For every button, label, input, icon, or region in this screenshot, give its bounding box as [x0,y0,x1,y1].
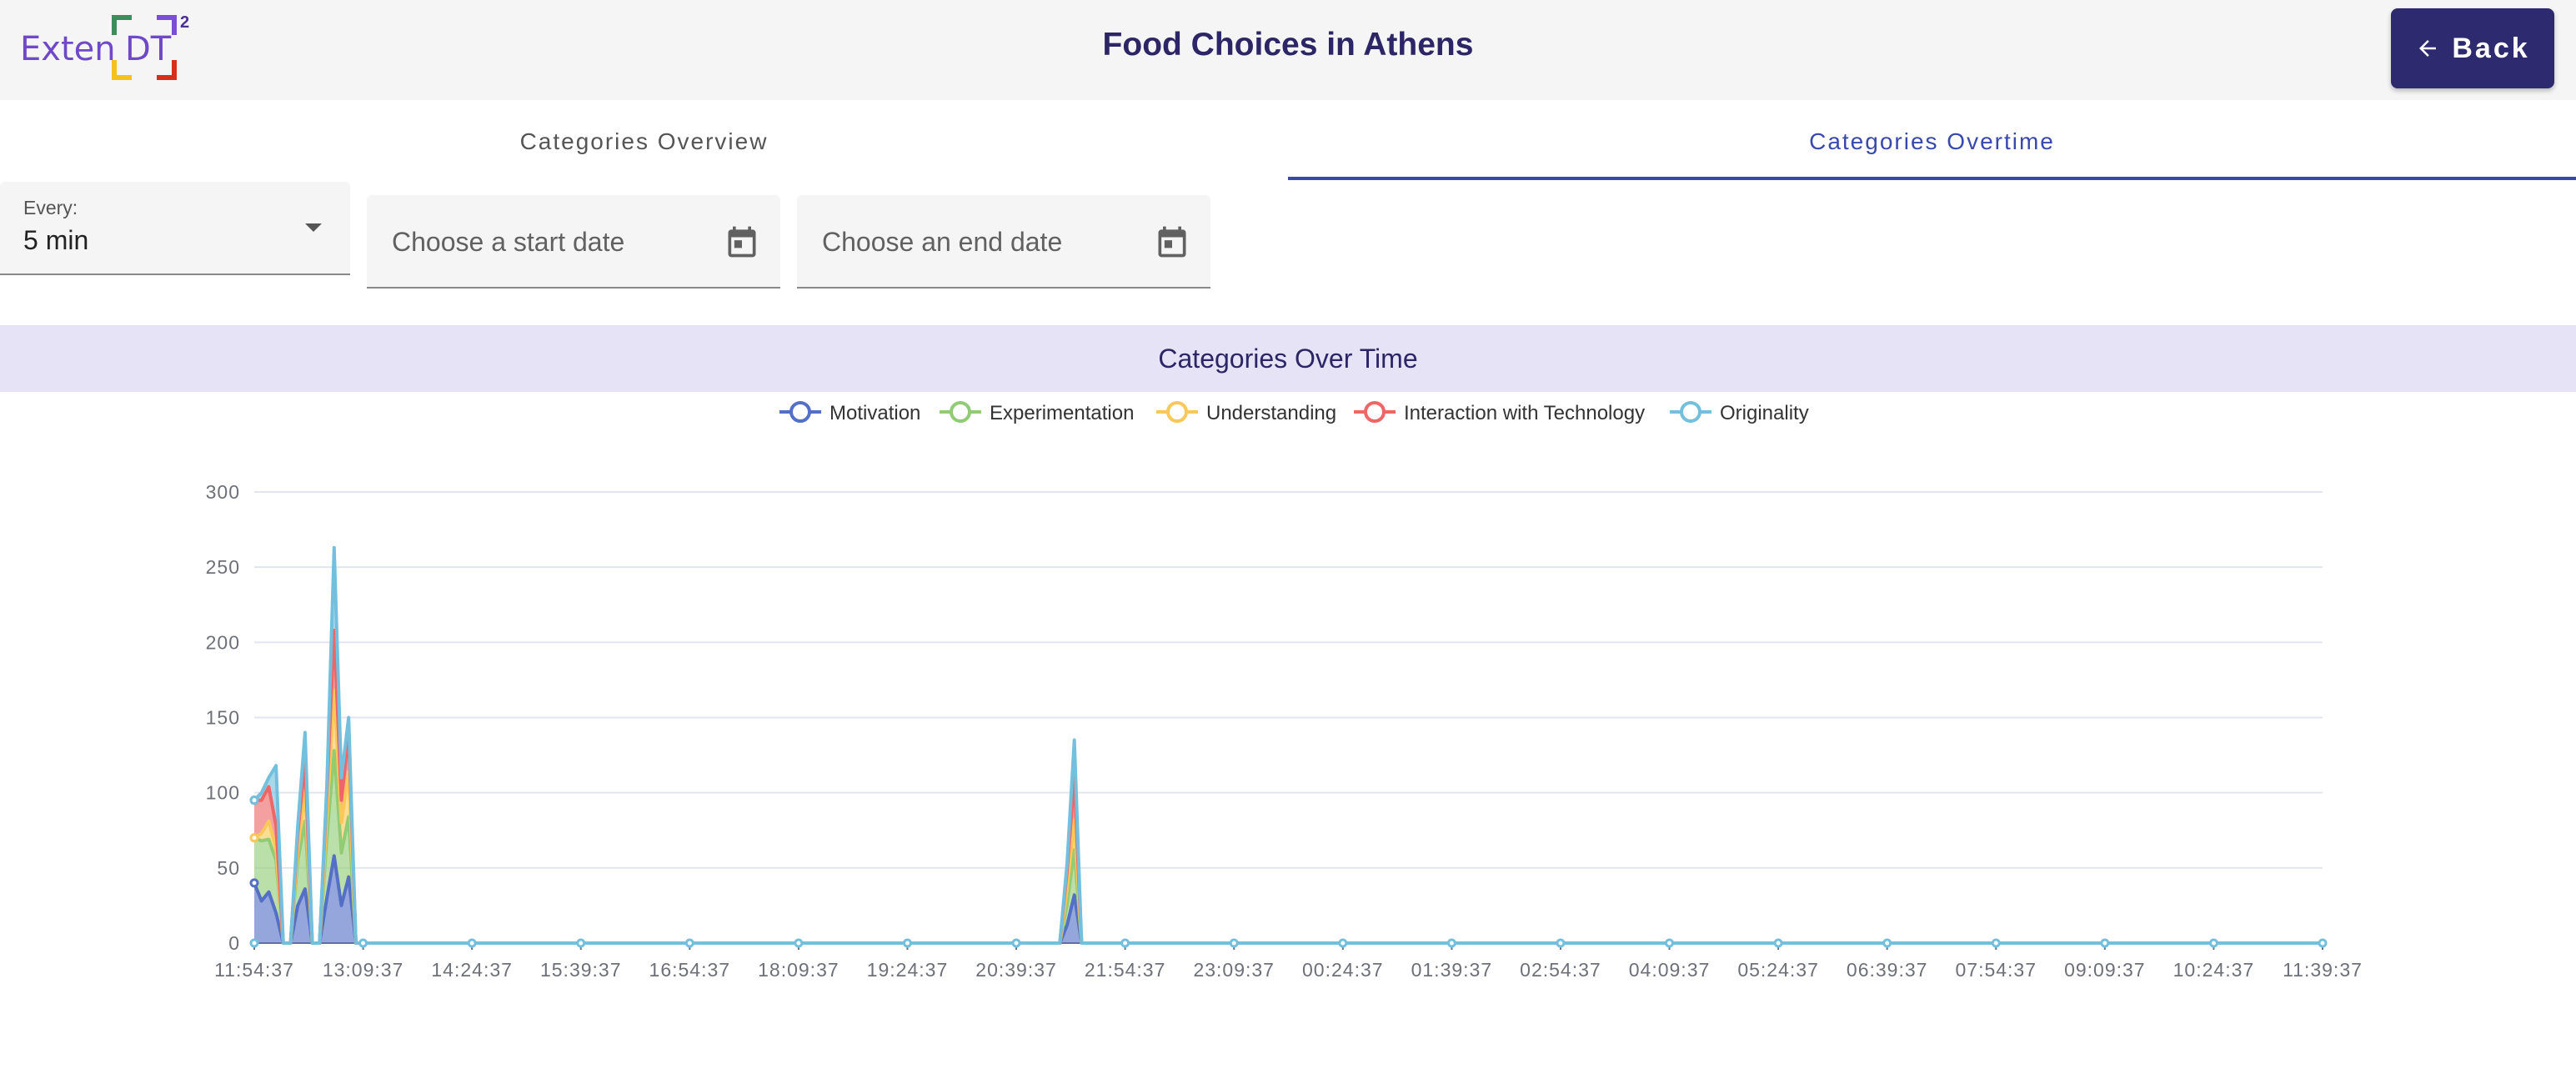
series-area [254,690,2323,943]
back-button-label: Back [2452,32,2530,64]
start-date-field[interactable] [367,195,780,289]
data-point [1991,938,2001,948]
categories-over-time-chart: 0 50 100 150 200 250 300 11:54:37 13:09:37 14:24:… [206,401,2363,981]
x-tick-label: 16:54:37 [649,959,731,981]
interval-select[interactable]: Every: 5 min [0,182,350,275]
data-point [576,938,586,948]
data-point [1665,938,1675,948]
end-date-field[interactable] [797,195,1210,289]
data-point [358,938,368,948]
data-point [2100,938,2110,948]
y-tick-label: 150 [206,707,240,729]
x-tick-label: 02:54:37 [1520,959,1601,981]
x-tick-label: 07:54:37 [1955,959,2037,981]
legend-label: Motivation [829,402,920,424]
series-line [253,854,2323,945]
series-area [254,547,2323,943]
data-point [2318,938,2328,948]
interval-select-label: Every: [23,197,78,218]
legend-label: Experimentation [990,402,1134,424]
legend-marker [1680,401,1701,423]
x-tick-label: 19:24:37 [867,959,949,981]
y-tick-label: 0 [228,932,240,954]
end-date-input[interactable] [822,220,1139,263]
series-area [254,856,2323,943]
logo-corner-bottom-left [112,60,132,80]
series-line [253,749,2323,945]
calendar-icon[interactable] [724,223,760,260]
y-tick-label: 100 [206,782,240,804]
x-tick-label: 01:39:37 [1411,959,1493,981]
logo-dt-text: DT [125,30,172,68]
legend-marker [950,401,971,423]
interval-select-value: 5 min [23,225,89,255]
data-point [1338,938,1348,948]
dropdown-arrow-icon [305,223,322,232]
series-line [253,545,2323,945]
x-tick-label: 13:09:37 [323,959,404,981]
series-line [253,689,2323,945]
series-line [254,628,2323,945]
tab-categories-overview[interactable]: Categories Overview [519,128,769,154]
legend-marker [1364,401,1386,423]
legend-marker [789,401,811,423]
x-tick-label: 10:24:37 [2173,959,2255,981]
x-tick-label: 15:39:37 [540,959,622,981]
start-date-input[interactable] [392,220,709,263]
app-header: Exten DT 2 Food Choices in Athens Back [0,0,2576,100]
tab-categories-overtime[interactable]: Categories Overtime [1809,128,2055,154]
data-point [249,795,259,805]
x-tick-label: 06:39:37 [1847,959,1928,981]
data-point [1773,938,1783,948]
logo-superscript: 2 [180,13,190,32]
arrow-left-icon [2419,40,2437,57]
data-point [1556,938,1566,948]
y-tick-label: 50 [217,857,240,879]
active-tab-indicator [1288,177,2576,180]
extendt-logo[interactable]: Exten DT 2 [20,13,195,85]
back-button[interactable]: Back [2391,8,2554,88]
x-tick-label: 23:09:37 [1193,959,1275,981]
x-tick-label: 21:54:37 [1085,959,1166,981]
data-point [249,878,259,888]
x-tick-label: 05:24:37 [1737,959,1819,981]
data-point [684,938,694,948]
y-tick-label: 300 [206,481,240,503]
series-area [254,630,2323,943]
x-tick-label: 14:24:37 [431,959,513,981]
x-tick-label: 20:39:37 [975,959,1057,981]
data-point [1120,938,1130,948]
data-point [467,938,477,948]
x-tick-label: 11:39:37 [2283,959,2363,981]
x-tick-label: 11:54:37 [214,959,294,981]
data-point [1446,938,1456,948]
x-tick-label: 18:09:37 [758,959,839,981]
legend-label: Understanding [1206,402,1336,424]
logo-corner-bottom-right [157,60,177,80]
x-tick-label: 09:09:37 [2064,959,2146,981]
data-point [249,938,259,948]
calendar-icon[interactable] [1154,223,1190,260]
data-point [249,833,259,843]
logo-corner-top-right [157,15,177,35]
y-tick-label: 250 [206,556,240,578]
data-point [794,938,804,948]
data-point [2208,938,2218,948]
logo-text: Exten [20,30,116,68]
legend-marker [1166,401,1188,423]
logo-corner-top-left [112,15,132,35]
data-point [902,938,912,948]
page-title: Food Choices in Athens [1102,27,1474,63]
data-point [1229,938,1239,948]
chart-title: Categories Over Time [0,325,2576,392]
y-tick-label: 200 [206,631,240,653]
legend-label: Interaction with Technology [1404,402,1645,424]
tab-bar: Categories Overview Categories Overtime [0,103,2576,180]
legend-label: Originality [1720,402,1809,424]
data-point [1882,938,1892,948]
x-tick-label: 00:24:37 [1302,959,1384,981]
x-tick-label: 04:09:37 [1629,959,1711,981]
series-area [254,750,2323,943]
data-point [1011,938,1021,948]
